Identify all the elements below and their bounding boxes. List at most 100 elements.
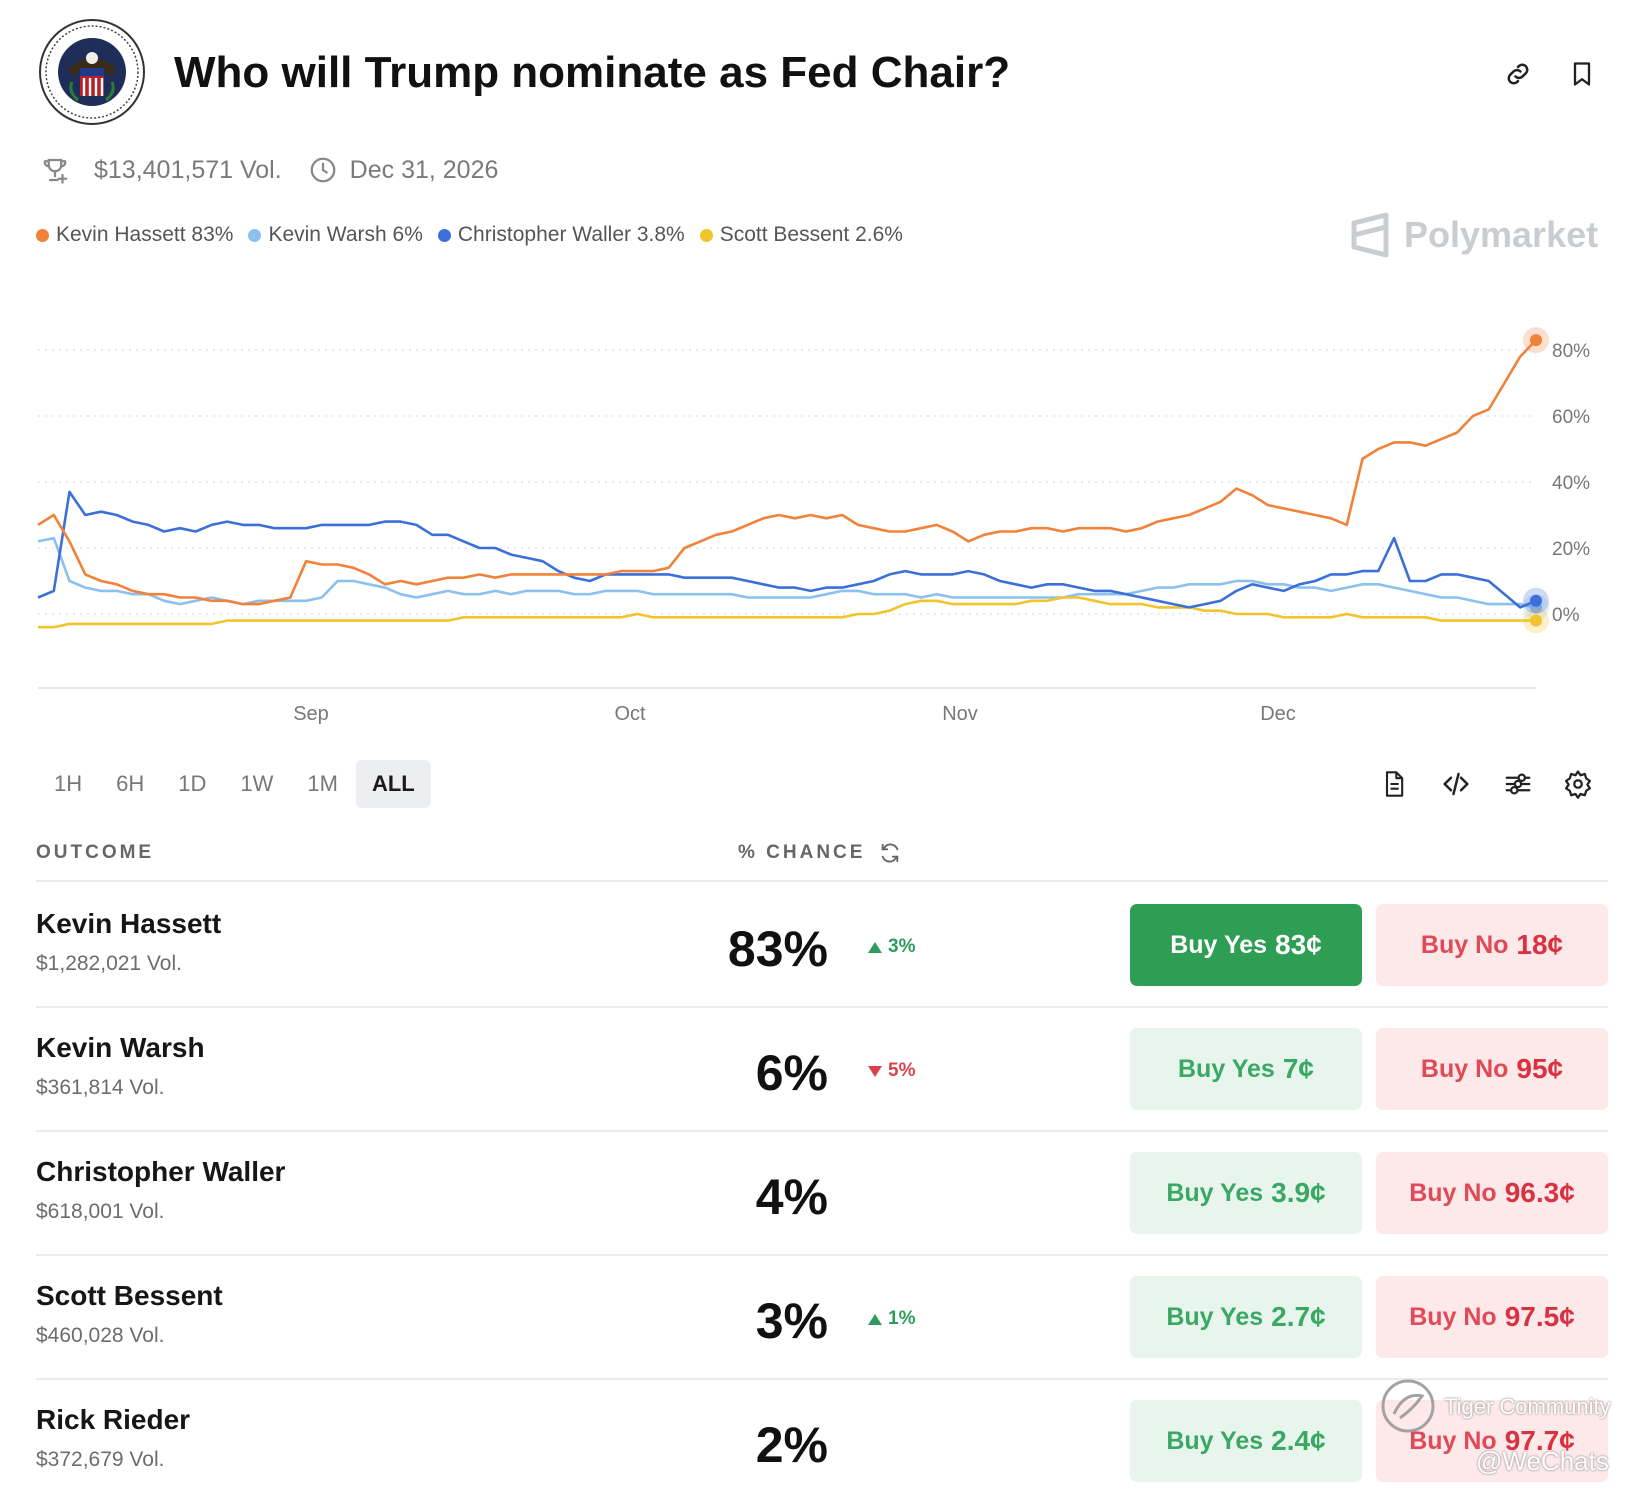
outcome-name: Kevin Warsh (36, 1032, 205, 1063)
series-line (37, 339, 1537, 606)
outcome-row[interactable]: Scott Bessent $460,028 Vol. 3% 1% Buy Yes 2.7… (36, 1256, 1608, 1380)
outcome-volume: $372,679 Vol. (36, 1448, 165, 1471)
buy-no-button[interactable]: Buy No 97.5¢ (1376, 1276, 1608, 1358)
outcome-chance: 3% (755, 1293, 828, 1349)
buy-no-price: 97.5¢ (1504, 1301, 1575, 1332)
y-tick-label: 20% (1552, 539, 1590, 560)
buy-no-button[interactable]: Buy No 18¢ (1376, 904, 1608, 986)
legend-label: Scott Bessent 2.6% (719, 223, 903, 246)
outcome-volume: $618,001 Vol. (36, 1200, 165, 1223)
buy-yes-price: 83¢ (1275, 929, 1322, 960)
legend-dot (699, 228, 713, 242)
chance-column-header: % CHANCE (738, 842, 901, 864)
buy-no-button[interactable]: Buy No 97.7¢ (1376, 1400, 1608, 1482)
polymarket-logo-icon (1351, 212, 1389, 258)
range-6h-button[interactable]: 6H (116, 771, 145, 796)
range-1d-button[interactable]: 1D (178, 771, 207, 796)
outcome-volume: $1,282,021 Vol. (36, 952, 182, 975)
buy-yes-price: 7¢ (1282, 1053, 1314, 1084)
legend-dot (437, 228, 451, 242)
range-1m-button[interactable]: 1M (307, 771, 338, 796)
market-header: Who will Trump nominate as Fed Chair? (38, 18, 1610, 130)
series-end-point (1530, 614, 1542, 627)
series-line (38, 596, 1536, 629)
outcome-chance: 2% (755, 1417, 828, 1473)
embed-code-icon[interactable] (1438, 766, 1474, 802)
chance-change-badge: 3% (868, 936, 915, 958)
buy-yes-label: Buy Yes (1170, 930, 1268, 959)
y-tick-label: 60% (1552, 407, 1590, 428)
legend-label: Kevin Hassett 83% (56, 223, 234, 246)
chance-column-label: % CHANCE (738, 842, 866, 863)
buy-yes-label: Buy Yes (1166, 1302, 1264, 1331)
buy-yes-price: 2.7¢ (1271, 1301, 1326, 1332)
x-tick-label: Sep (293, 703, 329, 725)
market-volume: $13,401,571 Vol. (94, 155, 282, 184)
document-icon[interactable] (1376, 766, 1412, 802)
price-history-chart: 80% 60% 40% 20% 0% Sep Oct Nov Dec (37, 327, 1590, 725)
buy-no-button[interactable]: Buy No 95¢ (1376, 1028, 1608, 1110)
watermark-handle: @WeChats (1476, 1446, 1609, 1476)
series-line (37, 536, 1537, 609)
outcome-chance: 4% (755, 1169, 828, 1225)
buy-yes-button[interactable]: Buy Yes 3.9¢ (1130, 1152, 1362, 1234)
legend-item: Christopher Waller 3.8% (437, 223, 685, 247)
x-tick-label: Dec (1260, 703, 1296, 725)
outcome-name: Christopher Waller (36, 1156, 286, 1187)
x-tick-label: Oct (614, 703, 646, 725)
buy-no-label: Buy No (1420, 930, 1509, 959)
outcome-row[interactable]: Christopher Waller $618,001 Vol. 4% Buy Yes… (36, 1132, 1608, 1256)
outcome-name: Scott Bessent (36, 1280, 223, 1311)
chance-change-badge: 1% (868, 1308, 915, 1330)
chance-change-value: 3% (888, 936, 916, 957)
buy-yes-button[interactable]: Buy Yes 83¢ (1130, 904, 1362, 986)
refresh-icon[interactable] (879, 842, 901, 864)
sliders-icon[interactable] (1500, 766, 1536, 802)
chance-change-value: 5% (888, 1060, 916, 1081)
copy-link-icon[interactable] (1500, 56, 1536, 92)
arrow-up-icon (868, 941, 882, 953)
buy-no-label: Buy No (1409, 1302, 1497, 1331)
chance-change-value: 1% (888, 1308, 916, 1329)
watermark: Tiger Community @WeChats (1380, 1372, 1630, 1490)
tiger-community-logo-icon (1381, 1379, 1435, 1433)
page-title: Who will Trump nominate as Fed Chair? (174, 48, 1011, 97)
outcome-row[interactable]: Kevin Hassett $1,282,021 Vol. 83% 3% Buy Yes… (36, 884, 1608, 1008)
chart-legend: Kevin Hassett 83% Kevin Warsh 6% Christoph… (36, 220, 918, 250)
bookmark-icon[interactable] (1564, 56, 1600, 92)
legend-dot (36, 228, 49, 242)
range-all-button[interactable]: ALL (355, 760, 431, 808)
range-1w-button[interactable]: 1W (240, 771, 274, 796)
market-meta: $13,401,571 Vol. Dec 31, 2026 (38, 150, 498, 190)
legend-item: Kevin Hassett 83% (36, 223, 233, 247)
legend-label: Kevin Warsh 6% (268, 223, 423, 246)
outcomes-table-header: OUTCOME % CHANCE (36, 836, 1608, 882)
outcome-chance: 83% (727, 921, 828, 977)
time-range-selector: 1H 6H 1D 1W 1M ALL (38, 760, 433, 808)
series-end-point (1530, 594, 1542, 607)
buy-no-price: 95¢ (1516, 1053, 1564, 1084)
clock-icon (306, 153, 340, 187)
buy-no-button[interactable]: Buy No 96.3¢ (1376, 1152, 1608, 1234)
arrow-up-icon (868, 1313, 882, 1325)
market-end-date: Dec 31, 2026 (349, 155, 499, 184)
buy-no-label: Buy No (1420, 1054, 1509, 1083)
buy-yes-button[interactable]: Buy Yes 7¢ (1130, 1028, 1362, 1110)
outcome-row[interactable]: Rick Rieder $372,679 Vol. 2% Buy Yes 2.4¢ Buy… (36, 1380, 1608, 1498)
y-tick-label: 0% (1552, 605, 1580, 626)
y-tick-label: 80% (1552, 341, 1590, 362)
buy-yes-button[interactable]: Buy Yes 2.7¢ (1130, 1276, 1362, 1358)
chance-change-badge: 5% (868, 1060, 915, 1082)
buy-yes-button[interactable]: Buy Yes 2.4¢ (1130, 1400, 1362, 1482)
arrow-down-icon (868, 1065, 882, 1077)
buy-no-price: 97.7¢ (1504, 1425, 1575, 1456)
buy-no-price: 18¢ (1516, 929, 1564, 960)
buy-no-label: Buy No (1409, 1178, 1497, 1207)
outcome-column-header: OUTCOME (36, 842, 155, 863)
federal-reserve-seal-icon (39, 19, 145, 125)
range-1h-button[interactable]: 1H (54, 771, 83, 796)
gear-icon[interactable] (1560, 766, 1596, 802)
outcome-chance: 6% (755, 1045, 828, 1101)
outcome-row[interactable]: Kevin Warsh $361,814 Vol. 6% 5% Buy Yes 7¢ Buy… (36, 1008, 1608, 1132)
legend-item: Kevin Warsh 6% (248, 223, 423, 247)
